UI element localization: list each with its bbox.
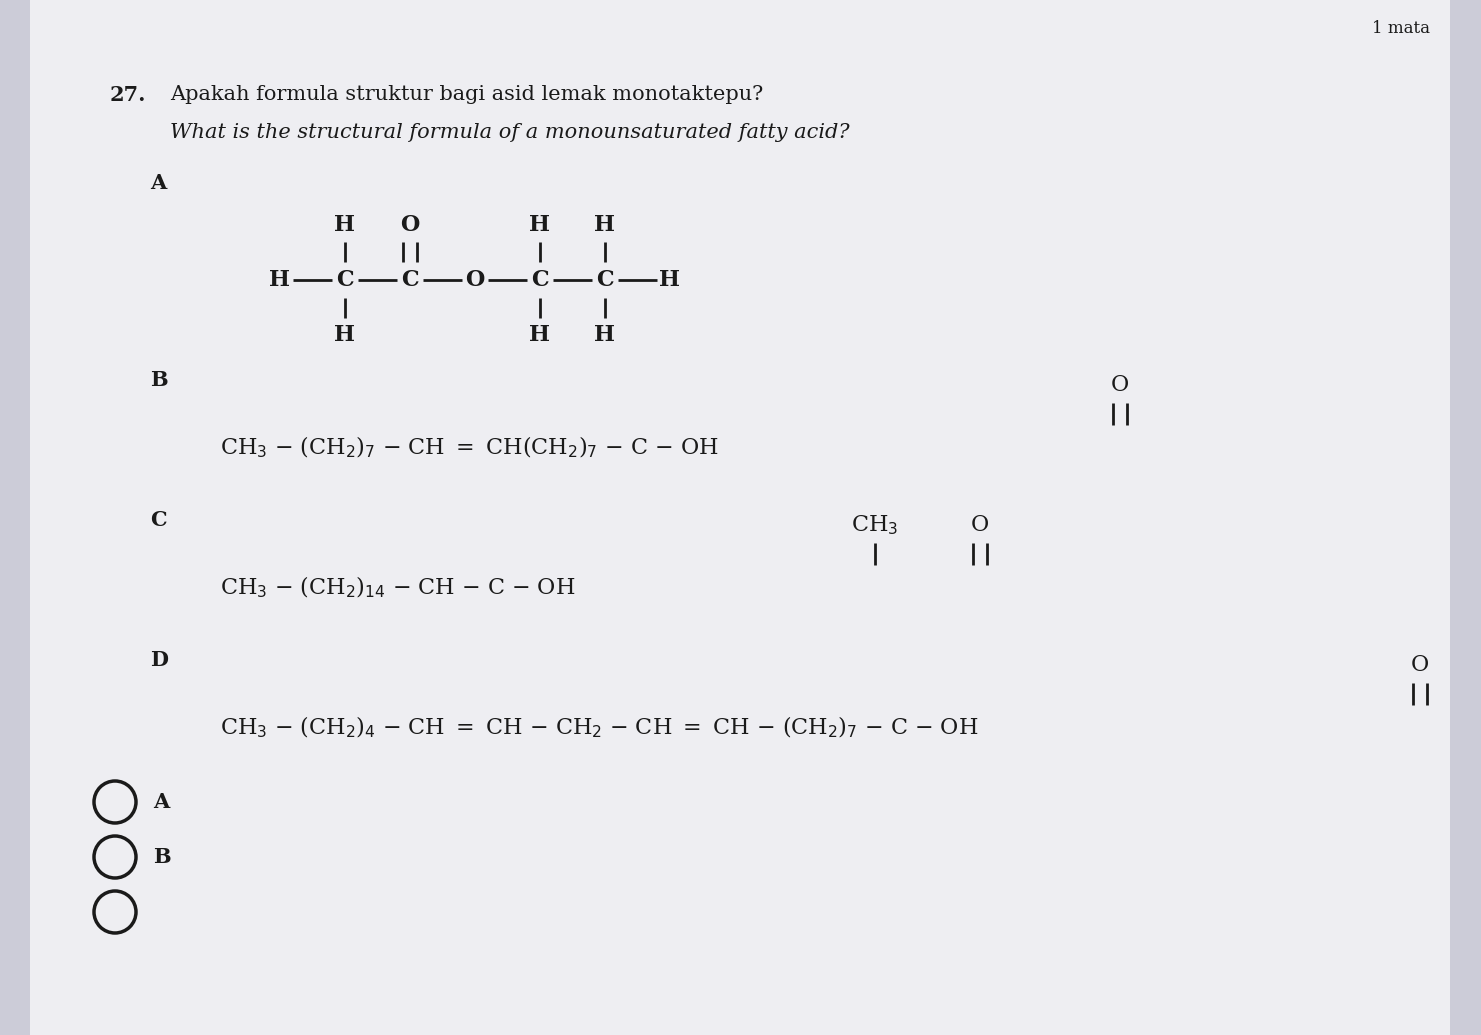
- Text: O: O: [400, 214, 419, 236]
- Text: O: O: [1411, 654, 1429, 676]
- Text: H: H: [530, 324, 551, 346]
- Text: C: C: [532, 269, 549, 291]
- Text: H: H: [335, 324, 355, 346]
- Text: C: C: [401, 269, 419, 291]
- Text: 1 mata: 1 mata: [1371, 20, 1431, 37]
- Text: CH$_3$ $-$ (CH$_2$)$_7$ $-$ CH $=$ CH(CH$_2$)$_7$ $-$ C $-$ OH: CH$_3$ $-$ (CH$_2$)$_7$ $-$ CH $=$ CH(CH…: [221, 435, 718, 460]
- Text: H: H: [594, 324, 616, 346]
- Text: D: D: [150, 650, 167, 670]
- Text: O: O: [1111, 374, 1129, 396]
- Text: H: H: [270, 269, 290, 291]
- Text: CH$_3$ $-$ (CH$_2$)$_4$ $-$ CH $=$ CH $-$ CH$_2$ $-$ CH $=$ CH $-$ (CH$_2$)$_7$ : CH$_3$ $-$ (CH$_2$)$_4$ $-$ CH $=$ CH $-…: [221, 714, 979, 740]
- Text: C: C: [336, 269, 354, 291]
- Text: O: O: [972, 514, 989, 536]
- Text: O: O: [465, 269, 484, 291]
- Text: C: C: [597, 269, 613, 291]
- Text: H: H: [594, 214, 616, 236]
- Text: A: A: [150, 173, 166, 193]
- Text: A: A: [153, 792, 169, 812]
- Text: B: B: [150, 369, 167, 390]
- Text: H: H: [335, 214, 355, 236]
- FancyBboxPatch shape: [30, 0, 1450, 1035]
- Text: H: H: [659, 269, 680, 291]
- Text: H: H: [530, 214, 551, 236]
- Text: CH$_3$ $-$ (CH$_2$)$_{14}$ $-$ CH $-$ C $-$ OH: CH$_3$ $-$ (CH$_2$)$_{14}$ $-$ CH $-$ C …: [221, 574, 576, 599]
- Text: Apakah formula struktur bagi asid lemak monotaktepu?: Apakah formula struktur bagi asid lemak …: [170, 85, 763, 104]
- Text: 27.: 27.: [110, 85, 147, 105]
- Text: CH$_3$: CH$_3$: [852, 513, 899, 537]
- Text: C: C: [150, 510, 167, 530]
- Text: B: B: [153, 847, 170, 867]
- Text: What is the structural formula of a monounsaturated fatty acid?: What is the structural formula of a mono…: [170, 123, 850, 142]
